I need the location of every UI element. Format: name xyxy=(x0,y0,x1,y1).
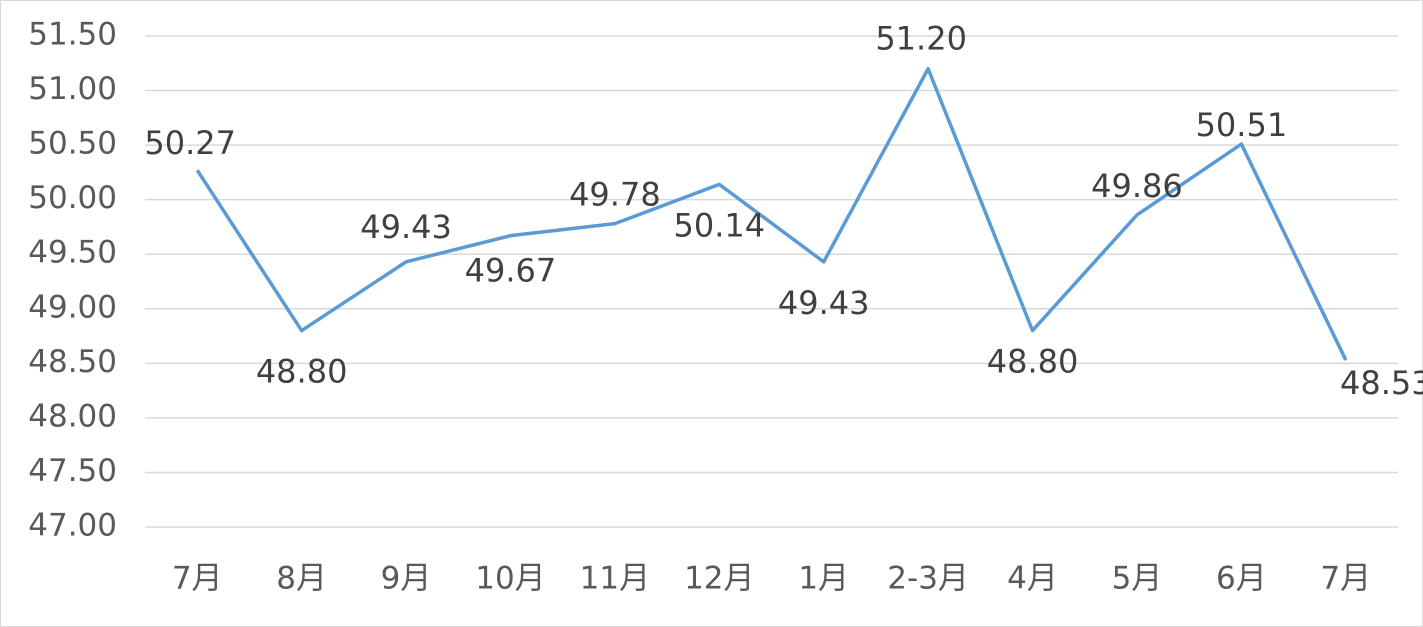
y-tick-label: 48.50 xyxy=(28,344,117,380)
x-tick-label: 2-3月 xyxy=(887,561,969,597)
data-label: 49.43 xyxy=(778,284,870,322)
y-tick-label: 47.00 xyxy=(28,508,117,544)
y-tick-label: 50.00 xyxy=(28,180,117,216)
y-tick-label: 51.00 xyxy=(28,71,117,107)
y-tick-label: 50.50 xyxy=(28,126,117,162)
data-label: 50.14 xyxy=(673,206,765,244)
data-label: 51.20 xyxy=(875,20,967,58)
data-label: 50.51 xyxy=(1196,106,1288,144)
x-tick-label: 5月 xyxy=(1112,561,1163,597)
x-tick-label: 7月 xyxy=(1320,561,1371,597)
x-tick-label: 1月 xyxy=(798,561,849,597)
x-tick-label: 12月 xyxy=(684,561,754,597)
data-label: 48.53 xyxy=(1340,364,1423,402)
y-tick-label: 49.00 xyxy=(28,289,117,325)
x-tick-label: 6月 xyxy=(1216,561,1267,597)
x-tick-label: 8月 xyxy=(276,561,327,597)
y-tick-label: 48.00 xyxy=(28,398,117,434)
data-label: 49.67 xyxy=(465,252,557,290)
data-label: 48.80 xyxy=(256,353,348,391)
data-label: 48.80 xyxy=(987,343,1079,381)
x-tick-label: 11月 xyxy=(580,561,650,597)
x-tick-label: 10月 xyxy=(475,561,545,597)
data-label: 49.43 xyxy=(360,208,452,246)
x-tick-label: 4月 xyxy=(1007,561,1058,597)
x-tick-label: 9月 xyxy=(381,561,432,597)
y-tick-label: 47.50 xyxy=(28,453,117,489)
y-tick-label: 49.50 xyxy=(28,235,117,271)
data-line xyxy=(195,66,1348,361)
x-tick-label: 7月 xyxy=(172,561,223,597)
data-label: 49.78 xyxy=(569,176,661,214)
data-label: 49.86 xyxy=(1091,167,1183,205)
data-label: 50.27 xyxy=(144,124,236,162)
y-tick-label: 51.50 xyxy=(28,17,117,53)
